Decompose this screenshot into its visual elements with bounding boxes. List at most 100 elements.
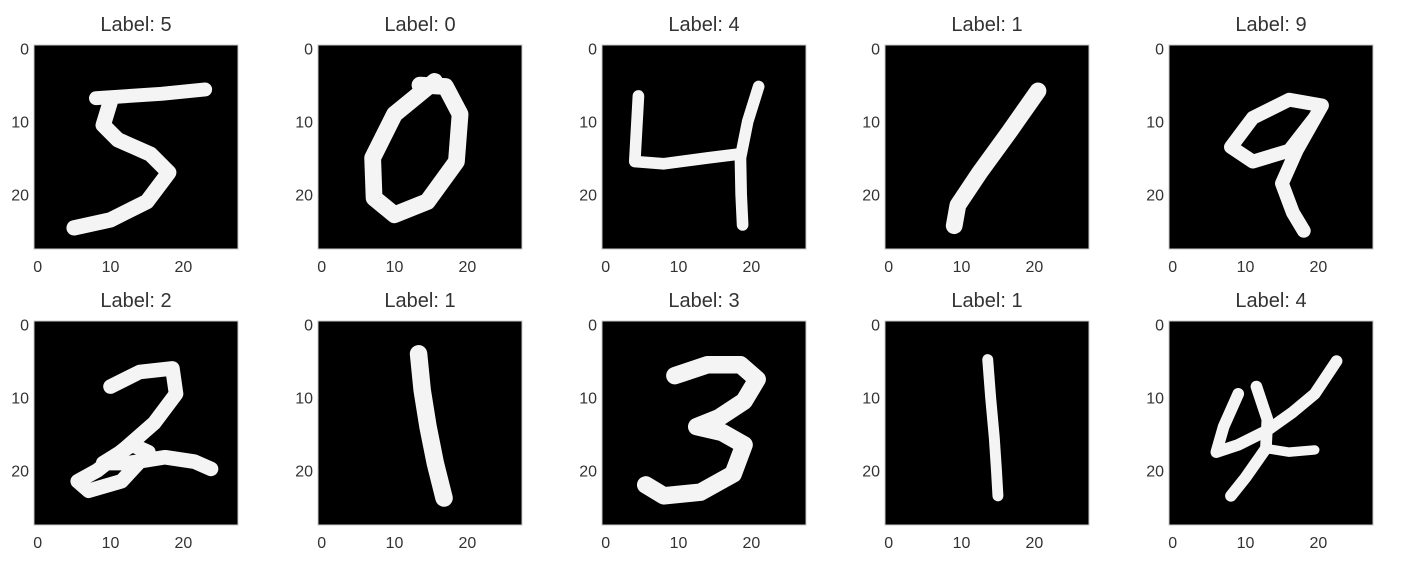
y-tick-label: 20 — [11, 463, 29, 480]
digit-stroke — [70, 361, 219, 499]
x-tick-label: 10 — [1237, 259, 1255, 276]
digit-stroke — [628, 90, 743, 170]
y-tick-label: 10 — [11, 391, 29, 408]
plot-frame — [1168, 44, 1374, 250]
digit-panel: Label: 2 0 10 20 0 10 20 — [11, 290, 239, 552]
panel-title: Label: 1 — [951, 14, 1022, 36]
panel-title: Label: 1 — [951, 290, 1022, 312]
panel-title: Label: 2 — [100, 290, 171, 312]
x-tick-label: 0 — [317, 259, 326, 276]
x-tick-label: 20 — [458, 535, 476, 552]
plot-frame — [601, 44, 807, 250]
panel-title: Label: 4 — [1235, 290, 1306, 312]
y-tick-label: 0 — [871, 318, 880, 335]
x-tick-label: 0 — [884, 259, 893, 276]
digit-stroke — [1210, 355, 1343, 458]
y-tick-label: 10 — [862, 391, 880, 408]
x-tick-label: 10 — [102, 535, 120, 552]
x-tick-label: 20 — [1309, 259, 1327, 276]
digit-stroke — [364, 73, 469, 224]
x-tick-label: 10 — [102, 259, 120, 276]
y-tick-label: 0 — [871, 42, 880, 59]
x-tick-label: 20 — [174, 259, 192, 276]
digit-stroke — [982, 354, 1004, 502]
digit-strokes — [628, 80, 765, 231]
digit-image — [885, 45, 1089, 249]
x-tick-label: 10 — [953, 535, 971, 552]
x-tick-label: 10 — [953, 259, 971, 276]
x-tick-label: 10 — [386, 259, 404, 276]
y-tick-label: 20 — [295, 187, 313, 204]
digit-strokes — [1224, 92, 1329, 238]
y-tick-label: 10 — [579, 391, 597, 408]
x-tick-label: 0 — [601, 259, 610, 276]
digit-panel: Label: 4 0 10 20 0 10 20 — [579, 14, 807, 276]
digit-panel: Label: 9 0 10 20 0 10 20 — [1146, 14, 1374, 276]
panel-title: Label: 5 — [100, 14, 171, 36]
plot-frame — [33, 44, 239, 250]
digit-panel: Label: 1 0 10 20 0 10 20 — [862, 14, 1090, 276]
y-tick-label: 20 — [862, 187, 880, 204]
y-tick-label: 10 — [295, 391, 313, 408]
y-tick-label: 10 — [862, 115, 880, 132]
panel-title: Label: 3 — [668, 290, 739, 312]
digit-panel: Label: 3 0 10 20 0 10 20 — [579, 290, 807, 552]
digit-strokes — [70, 361, 219, 499]
plot-frame — [317, 44, 523, 250]
y-tick-label: 0 — [588, 318, 597, 335]
y-tick-label: 0 — [304, 42, 313, 59]
digit-strokes — [636, 355, 766, 505]
y-tick-label: 0 — [1155, 42, 1164, 59]
y-tick-label: 10 — [579, 115, 597, 132]
digit-stroke — [734, 80, 765, 231]
x-tick-label: 0 — [33, 259, 42, 276]
plot-frame — [884, 320, 1090, 526]
plot-frame — [317, 320, 523, 526]
y-tick-label: 20 — [295, 463, 313, 480]
digit-panel: Label: 1 0 10 20 0 10 20 — [862, 290, 1090, 552]
x-tick-label: 10 — [670, 259, 688, 276]
x-tick-label: 10 — [670, 535, 688, 552]
digit-stroke — [409, 345, 453, 507]
digit-panel: Label: 0 0 10 20 0 10 20 — [295, 14, 523, 276]
digit-strokes — [982, 354, 1004, 502]
y-tick-label: 10 — [1146, 391, 1164, 408]
x-tick-label: 0 — [1168, 535, 1177, 552]
x-tick-label: 20 — [174, 535, 192, 552]
y-tick-label: 10 — [11, 115, 29, 132]
digit-panel: Label: 5 0 10 20 0 10 20 — [11, 14, 239, 276]
y-tick-label: 20 — [11, 187, 29, 204]
x-tick-label: 20 — [1309, 535, 1327, 552]
y-tick-label: 0 — [1155, 318, 1164, 335]
panel-title: Label: 9 — [1235, 14, 1306, 36]
digit-image — [34, 321, 238, 525]
x-tick-label: 20 — [742, 535, 760, 552]
x-tick-label: 0 — [1168, 259, 1177, 276]
digit-strokes — [945, 82, 1047, 235]
digit-panel: Label: 1 0 10 20 0 10 20 — [295, 290, 523, 552]
digit-strokes — [364, 73, 469, 224]
y-tick-label: 20 — [579, 463, 597, 480]
digit-panel: Label: 4 0 10 20 0 10 20 — [1146, 290, 1374, 552]
digit-image — [318, 45, 522, 249]
y-tick-label: 20 — [579, 187, 597, 204]
y-tick-label: 10 — [295, 115, 313, 132]
plot-frame — [1168, 320, 1374, 526]
x-tick-label: 20 — [1025, 535, 1043, 552]
x-tick-label: 0 — [884, 535, 893, 552]
digit-stroke — [66, 93, 177, 236]
y-tick-label: 20 — [862, 463, 880, 480]
plot-frame — [33, 320, 239, 526]
x-tick-label: 10 — [1237, 535, 1255, 552]
digit-strokes — [66, 82, 213, 236]
digit-stroke — [89, 82, 213, 106]
x-tick-label: 0 — [317, 535, 326, 552]
y-tick-label: 0 — [588, 42, 597, 59]
x-tick-label: 0 — [601, 535, 610, 552]
digit-stroke — [945, 82, 1047, 235]
x-tick-label: 20 — [1025, 259, 1043, 276]
digit-strokes — [1210, 355, 1343, 502]
y-tick-label: 20 — [1146, 187, 1164, 204]
x-tick-label: 20 — [742, 259, 760, 276]
